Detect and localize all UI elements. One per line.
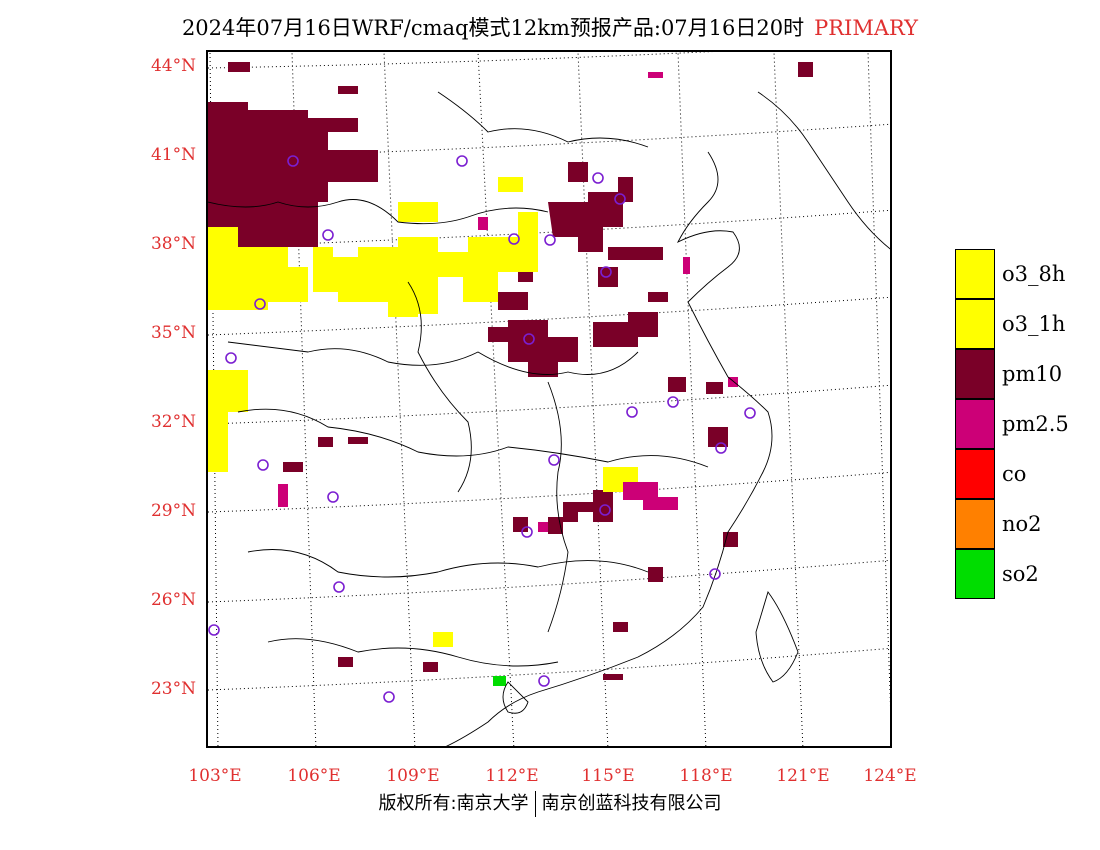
legend-swatch <box>955 499 995 549</box>
lat-label-41: 41°N <box>150 145 196 165</box>
station-marker <box>383 691 395 703</box>
lat-label-29: 29°N <box>150 501 196 521</box>
station-marker <box>715 442 727 454</box>
legend-label: no2 <box>1002 512 1042 536</box>
legend-label: o3_1h <box>1002 312 1066 336</box>
legend-swatch <box>955 349 995 399</box>
legend-swatch <box>955 549 995 599</box>
station-marker <box>456 155 468 167</box>
station-marker <box>548 454 560 466</box>
lon-label-115: 115°E <box>581 766 635 786</box>
station-marker <box>592 172 604 184</box>
map-canvas <box>208 52 890 746</box>
station-marker <box>327 491 339 503</box>
station-marker <box>667 396 679 408</box>
station-markers <box>208 155 756 703</box>
lat-label-35: 35°N <box>150 323 196 343</box>
station-marker <box>744 407 756 419</box>
footer-left: 版权所有:南京大学 <box>378 793 529 814</box>
boundaries <box>208 91 890 746</box>
map-title: 2024年07月16日WRF/cmaq模式12km预报产品:07月16日20时 P… <box>0 12 1100 42</box>
footer-divider <box>534 791 536 817</box>
station-marker <box>600 266 612 278</box>
legend-swatch <box>955 299 995 349</box>
station-marker <box>523 333 535 345</box>
lat-label-44: 44°N <box>150 56 196 76</box>
o3-areas <box>208 177 638 647</box>
station-marker <box>287 155 299 167</box>
station-marker <box>538 675 550 687</box>
lat-label-38: 38°N <box>150 234 196 254</box>
legend-label: pm2.5 <box>1002 412 1069 436</box>
lat-label-23: 23°N <box>150 679 196 699</box>
station-marker <box>508 233 520 245</box>
lat-label-26: 26°N <box>150 590 196 610</box>
station-marker <box>322 229 334 241</box>
footer-right: 南京创蓝科技有限公司 <box>541 793 722 814</box>
lon-label-124: 124°E <box>863 766 917 786</box>
station-marker <box>257 459 269 471</box>
legend-label: pm10 <box>1002 362 1063 386</box>
station-marker <box>614 193 626 205</box>
title-tag: PRIMARY <box>814 16 919 40</box>
so2-areas <box>493 676 506 686</box>
footer-copyright: 版权所有:南京大学 南京创蓝科技有限公司 <box>0 789 1100 817</box>
station-marker <box>544 234 556 246</box>
pm10-areas <box>208 62 813 680</box>
station-marker <box>521 526 533 538</box>
legend-label: co <box>1002 462 1027 486</box>
legend-label: o3_8h <box>1002 262 1066 286</box>
lon-label-103: 103°E <box>188 766 242 786</box>
legend-swatch <box>955 399 995 449</box>
lat-label-32: 32°N <box>150 412 196 432</box>
lon-label-112: 112°E <box>485 766 539 786</box>
station-marker <box>208 624 220 636</box>
station-marker <box>225 352 237 364</box>
lon-label-106: 106°E <box>287 766 341 786</box>
title-main: 2024年07月16日WRF/cmaq模式12km预报产品:07月16日20时 <box>181 16 805 40</box>
legend-label: so2 <box>1002 562 1039 586</box>
station-marker <box>599 504 611 516</box>
station-marker <box>254 298 266 310</box>
lon-label-109: 109°E <box>386 766 440 786</box>
legend-swatch <box>955 249 995 299</box>
map-frame <box>206 50 892 748</box>
station-marker <box>709 568 721 580</box>
lon-label-118: 118°E <box>679 766 733 786</box>
lon-label-121: 121°E <box>776 766 830 786</box>
station-marker <box>333 581 345 593</box>
legend-swatch <box>955 449 995 499</box>
station-marker <box>626 406 638 418</box>
